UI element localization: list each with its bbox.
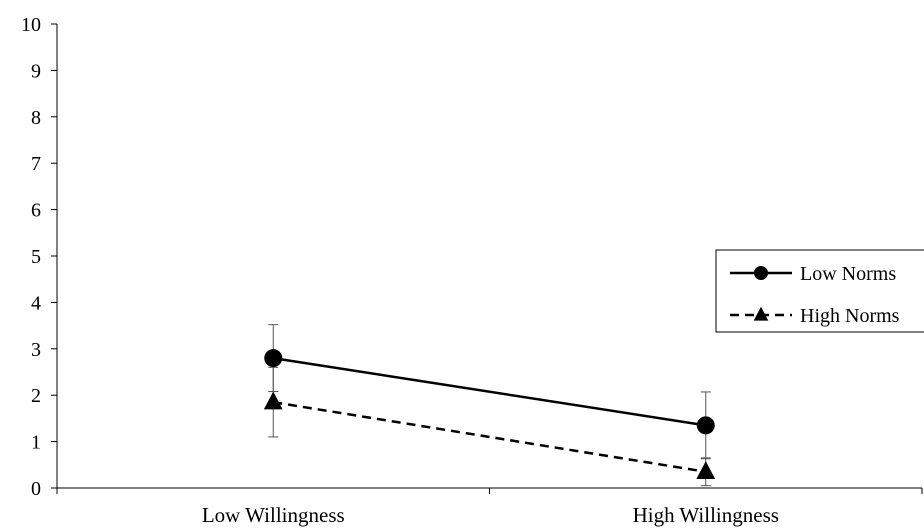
axes: 0 1 2 3 4 5 6 7 8 9 10 Low Willingness High Willingn… xyxy=(21,14,923,527)
data-point-triangle xyxy=(696,461,716,479)
y-tick-label: 4 xyxy=(31,292,41,314)
series-line-high-norms xyxy=(273,400,706,473)
y-tick-label: 2 xyxy=(31,385,41,407)
legend-marker-circle xyxy=(754,266,768,280)
data-markers xyxy=(263,349,716,479)
legend-label: Low Norms xyxy=(800,263,896,285)
series-line-low-norms xyxy=(273,356,706,427)
y-tick-label: 8 xyxy=(31,107,41,129)
y-tick-label: 1 xyxy=(31,432,41,454)
data-point-circle xyxy=(264,349,283,368)
y-tick-label: 3 xyxy=(31,339,41,361)
y-tick-label: 6 xyxy=(31,200,41,222)
y-tick-label: 10 xyxy=(21,14,41,36)
legend-label: High Norms xyxy=(800,305,900,327)
series-lines xyxy=(273,356,706,473)
legend-box xyxy=(715,249,924,333)
x-category-label: High Willingness xyxy=(633,503,779,527)
data-point-circle xyxy=(696,416,715,435)
legend: Low Norms High Norms xyxy=(715,249,924,333)
y-tick-label: 5 xyxy=(31,246,41,268)
x-category-label: Low Willingness xyxy=(202,503,345,527)
legend-marker-triangle xyxy=(753,306,769,321)
data-point-triangle xyxy=(263,391,283,410)
y-tick-label: 9 xyxy=(31,60,41,82)
y-tick-label: 0 xyxy=(31,478,41,500)
y-tick-label: 7 xyxy=(31,153,41,175)
